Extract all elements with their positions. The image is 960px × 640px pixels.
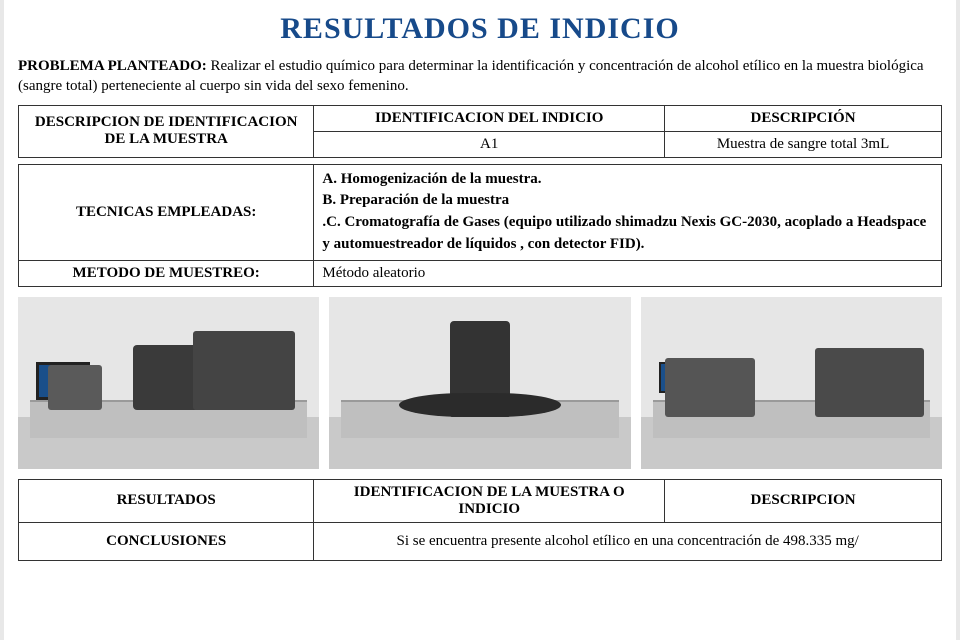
problem-statement: PROBLEMA PLANTEADO: Realizar el estudio … [18,56,942,97]
equipment-photo-3 [641,297,942,469]
conclusiones-label: CONCLUSIONES [19,522,314,560]
results-table: RESULTADOS IDENTIFICACION DE LA MUESTRA … [18,479,942,561]
report-page: RESULTADOS DE INDICIO PROBLEMA PLANTEADO… [4,0,956,640]
tecnica-c: .C. Cromatografía de Gases (equipo utili… [322,212,933,256]
equipment-photos-row [18,297,942,469]
page-title: RESULTADOS DE INDICIO [18,12,942,46]
hdr-id-indicio: IDENTIFICACION DEL INDICIO [314,105,665,131]
tecnicas-label: TECNICAS EMPLEADAS: [19,164,314,260]
tecnica-b: B. Preparación de la muestra [322,190,933,212]
metodo-label: METODO DE MUESTREO: [19,260,314,286]
hdr-descripcion-2: DESCRIPCION [665,479,942,522]
sample-id-table: DESCRIPCION DE IDENTIFICACION DE LA MUES… [18,105,942,158]
hdr-desc-id-muestra: DESCRIPCION DE IDENTIFICACION DE LA MUES… [19,105,314,157]
metodo-value: Método aleatorio [314,260,942,286]
hdr-id-muestra: IDENTIFICACION DE LA MUESTRA O INDICIO [314,479,665,522]
techniques-table: TECNICAS EMPLEADAS: A. Homogenización de… [18,164,942,287]
conclusiones-text: Si se encuentra presente alcohol etílico… [314,522,942,560]
tecnicas-values: A. Homogenización de la muestra. B. Prep… [314,164,942,260]
equipment-photo-2 [329,297,630,469]
equipment-photo-1 [18,297,319,469]
problem-label: PROBLEMA PLANTEADO: [18,58,207,74]
autosampler-icon [399,393,562,417]
hdr-resultados: RESULTADOS [19,479,314,522]
tecnica-a: A. Homogenización de la muestra. [322,169,933,191]
val-id-indicio: A1 [314,131,665,157]
hdr-descripcion: DESCRIPCIÓN [665,105,942,131]
val-descripcion: Muestra de sangre total 3mL [665,131,942,157]
